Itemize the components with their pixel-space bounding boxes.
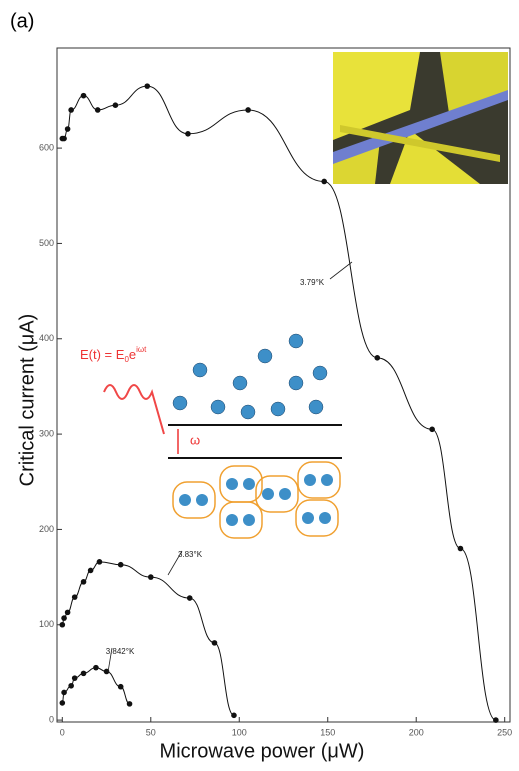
chart: (a) Microwave power (μW) Critical curren… — [0, 0, 519, 771]
y-tick-label: 100 — [39, 619, 54, 629]
data-point — [60, 700, 66, 706]
data-point — [429, 427, 435, 433]
data-point — [321, 179, 327, 185]
x-tick-label: 0 — [60, 727, 65, 737]
y-tick-label: 400 — [39, 333, 54, 343]
data-point — [493, 717, 499, 723]
data-point — [65, 610, 71, 616]
x-tick-label: 50 — [146, 727, 156, 737]
data-point — [144, 83, 150, 89]
x-tick-label: 250 — [497, 727, 512, 737]
fit-curve — [62, 562, 234, 715]
curve-label: 3.842°K — [106, 647, 135, 656]
data-point — [187, 595, 193, 601]
data-point — [61, 136, 67, 142]
data-point — [374, 355, 380, 361]
curve-label: 3.79°K — [300, 278, 325, 287]
data-point — [95, 107, 101, 113]
y-axis-label: Critical current (μA) — [16, 314, 38, 487]
data-point — [118, 684, 124, 690]
data-point — [60, 622, 66, 628]
x-tick-label: 150 — [320, 727, 335, 737]
data-point — [185, 131, 191, 137]
panel-label: (a) — [10, 10, 34, 32]
inset-diagram: E(t) = E0eiωt ω — [80, 334, 342, 538]
curve-label-arrow — [168, 551, 182, 575]
data-point — [97, 559, 103, 565]
data-point — [148, 574, 154, 580]
data-point — [68, 683, 74, 689]
curve-label-arrow — [330, 262, 352, 279]
y-tick-label: 200 — [39, 524, 54, 534]
data-point — [65, 126, 71, 132]
data-point — [118, 562, 124, 568]
data-point — [81, 93, 87, 99]
data-point — [245, 107, 251, 113]
data-point — [212, 640, 218, 646]
data-point — [127, 701, 133, 707]
data-point — [72, 675, 78, 681]
data-point — [61, 690, 67, 696]
data-point — [81, 671, 87, 677]
x-tick-label: 100 — [232, 727, 247, 737]
data-point — [61, 615, 67, 621]
data-point — [458, 546, 464, 552]
x-tick-label: 200 — [409, 727, 424, 737]
data-point — [113, 102, 119, 108]
y-tick-label: 300 — [39, 428, 54, 438]
y-tick-label: 0 — [49, 714, 54, 724]
data-point — [88, 568, 94, 574]
data-point — [81, 579, 87, 585]
data-point — [231, 713, 237, 719]
inset-formula: E(t) = E0eiωt — [80, 345, 147, 364]
inset-photo — [333, 52, 508, 184]
y-tick-label: 500 — [39, 238, 54, 248]
x-axis-label: Microwave power (μW) — [160, 740, 365, 762]
data-point — [68, 107, 74, 113]
data-point — [93, 665, 99, 671]
inset-symbol: ω — [190, 432, 200, 447]
y-tick-label: 600 — [39, 142, 54, 152]
data-point — [72, 594, 78, 600]
